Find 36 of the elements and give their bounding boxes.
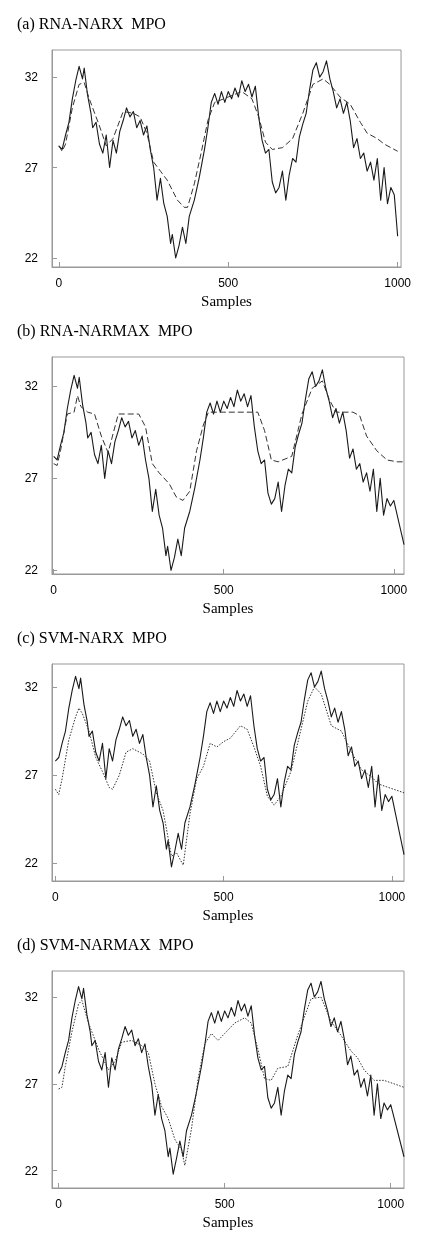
- y-tick-label: 27: [24, 768, 39, 783]
- x-axis-title: Samples: [201, 293, 253, 310]
- x-axis-title: Samples: [202, 907, 254, 924]
- chart-title: (c) SVM-NARX MPO: [17, 628, 167, 647]
- chart-title: (b) RNA-NARMAX MPO: [17, 321, 193, 340]
- x-tick-label: 1000: [384, 276, 412, 290]
- y-tick-label: 27: [24, 1076, 39, 1091]
- y-tick-label: 22: [24, 250, 39, 265]
- x-tick-label: 500: [218, 276, 239, 290]
- x-tick-label: 0: [55, 1197, 63, 1211]
- y-tick-label: 32: [24, 70, 39, 85]
- x-tick-label: 1000: [380, 583, 408, 597]
- chart-title: (d) SVM-NARMAX MPO: [17, 935, 194, 954]
- x-tick-label: 0: [55, 276, 63, 290]
- y-tick-label: 22: [24, 563, 39, 578]
- y-tick-label: 32: [24, 379, 39, 394]
- y-tick-label: 27: [24, 160, 39, 175]
- y-tick-label: 32: [24, 679, 39, 694]
- y-tick-label: 32: [24, 990, 39, 1005]
- y-tick-label: 22: [24, 856, 39, 871]
- x-tick-label: 1000: [378, 890, 406, 904]
- x-tick-label: 1000: [377, 1197, 405, 1211]
- x-tick-label: 0: [50, 583, 58, 597]
- chart-title: (a) RNA-NARX MPO: [17, 14, 166, 33]
- line-series: [58, 60, 399, 259]
- line-series: [53, 369, 405, 571]
- line-series: [58, 78, 399, 208]
- x-tick-label: 500: [213, 890, 234, 904]
- x-axis-title: Samples: [202, 600, 254, 617]
- x-tick-label: 500: [213, 583, 235, 597]
- line-series: [53, 380, 405, 501]
- x-axis-title: Samples: [202, 1214, 254, 1231]
- x-tick-label: 0: [52, 890, 60, 904]
- y-tick-label: 27: [24, 471, 39, 486]
- x-tick-label: 500: [214, 1197, 236, 1211]
- y-tick-label: 22: [24, 1163, 39, 1178]
